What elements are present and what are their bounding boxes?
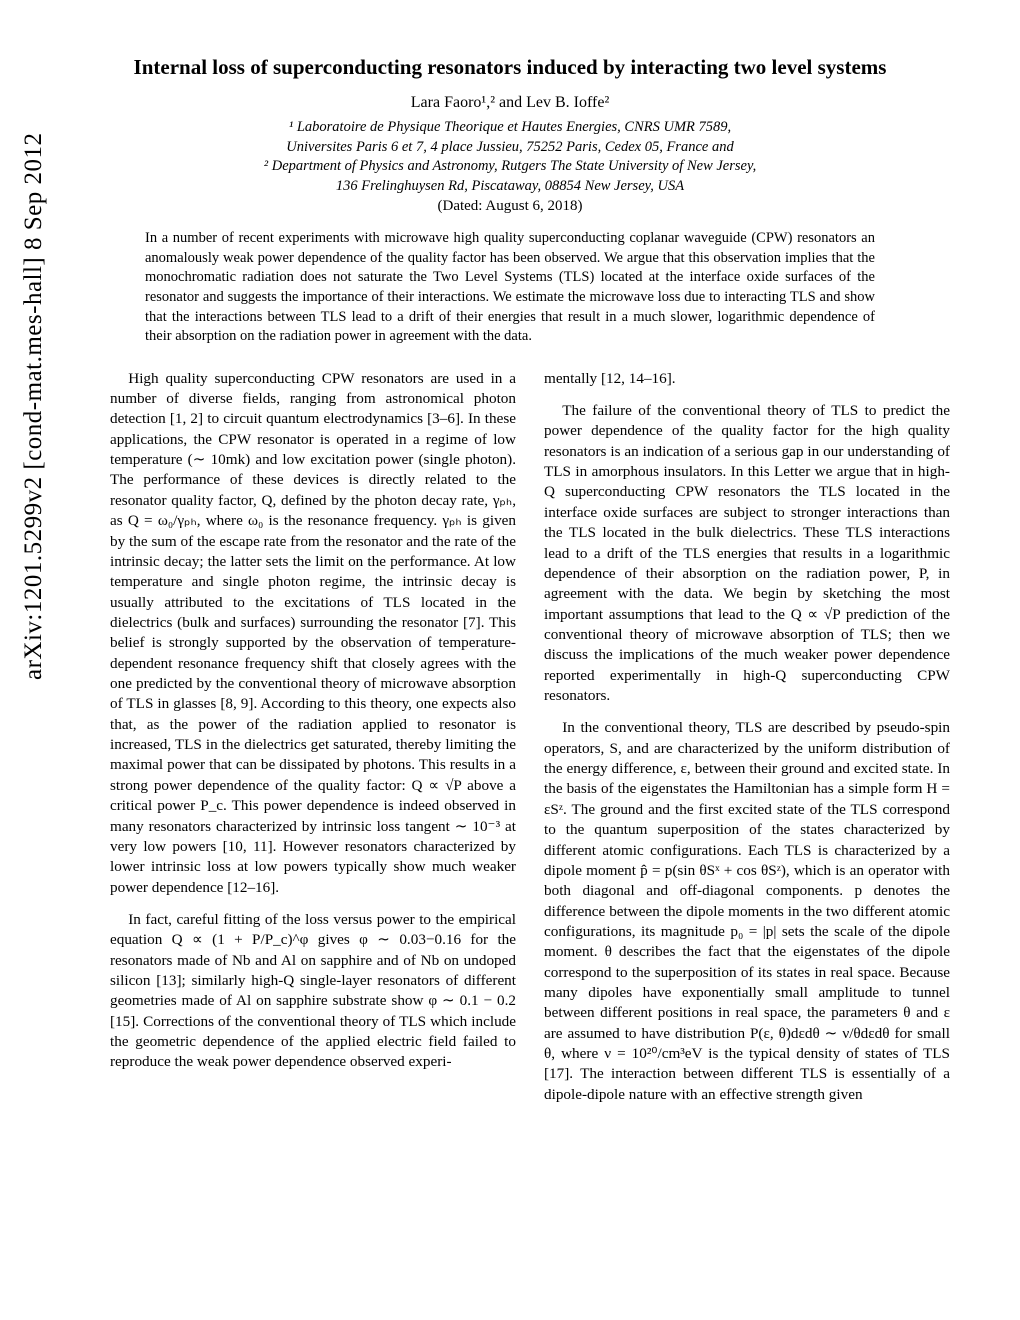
left-column: High quality superconducting CPW resonat…: [110, 369, 516, 1118]
affiliation-2: Universites Paris 6 et 7, 4 place Jussie…: [70, 138, 950, 158]
authors: Lara Faoro¹,² and Lev B. Ioffe²: [70, 94, 950, 112]
arxiv-stamp: arXiv:1201.5299v2 [cond-mat.mes-hall] 8 …: [20, 132, 48, 680]
right-column: mentally [12, 14–16]. The failure of the…: [544, 369, 950, 1118]
body-columns: High quality superconducting CPW resonat…: [110, 369, 950, 1118]
abstract: In a number of recent experiments with m…: [145, 229, 875, 346]
body-paragraph: In fact, careful fitting of the loss ver…: [110, 910, 516, 1073]
dated: (Dated: August 6, 2018): [70, 198, 950, 215]
paper-title: Internal loss of superconducting resonat…: [70, 55, 950, 80]
body-paragraph: High quality superconducting CPW resonat…: [110, 369, 516, 898]
affiliation-3: ² Department of Physics and Astronomy, R…: [70, 157, 950, 177]
body-paragraph: In the conventional theory, TLS are desc…: [544, 718, 950, 1105]
body-paragraph: The failure of the conventional theory o…: [544, 401, 950, 706]
affiliation-1: ¹ Laboratoire de Physique Theorique et H…: [70, 118, 950, 138]
affiliation-4: 136 Frelinghuysen Rd, Piscataway, 08854 …: [70, 177, 950, 197]
body-paragraph: mentally [12, 14–16].: [544, 369, 950, 389]
page: arXiv:1201.5299v2 [cond-mat.mes-hall] 8 …: [0, 0, 1020, 1320]
